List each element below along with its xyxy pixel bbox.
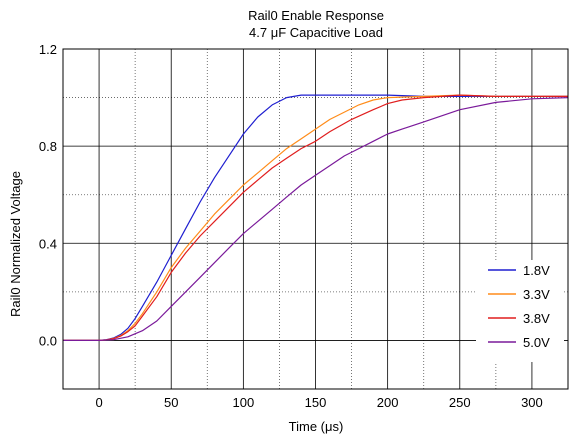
legend-box bbox=[476, 260, 564, 362]
legend-label-5.0V: 5.0V bbox=[523, 335, 550, 350]
chart-title: Rail0 Enable Response bbox=[248, 8, 384, 23]
plot-lines bbox=[63, 94, 569, 341]
series-line-5.0V bbox=[63, 97, 569, 341]
legend-label-1.8V: 1.8V bbox=[523, 263, 550, 278]
y-tick-label: 0.4 bbox=[39, 236, 57, 251]
legend-label-3.3V: 3.3V bbox=[523, 287, 550, 302]
legend-label-3.8V: 3.8V bbox=[523, 311, 550, 326]
chart-subtitle-text: 4.7 μF Capacitive Load bbox=[249, 25, 383, 40]
plot-frame bbox=[62, 48, 569, 390]
series-line-3.8V bbox=[63, 94, 568, 341]
y-axis-label: Rail0 Normalized Voltage bbox=[8, 171, 23, 317]
legend: 1.8V 3.3V 3.8V 5.0V bbox=[476, 260, 564, 362]
x-tick-label: 100 bbox=[233, 395, 255, 410]
axes: 0 50 100 150 200 250 300 0.0 0.4 0.8 1.2 bbox=[39, 42, 569, 410]
x-tick-label: 0 bbox=[95, 395, 102, 410]
series-line-1.8V bbox=[63, 94, 568, 341]
x-axis-label: Time (μs) bbox=[289, 419, 344, 434]
y-tick-label: 1.2 bbox=[39, 42, 57, 57]
x-tick-label: 300 bbox=[521, 395, 543, 410]
y-tick-label: 0.8 bbox=[39, 139, 57, 154]
x-tick-label: 50 bbox=[164, 395, 178, 410]
x-tick-label: 250 bbox=[449, 395, 471, 410]
y-tick-label: 0.0 bbox=[39, 333, 57, 348]
chart-subtitle: 4.7 μF Capacitive Load bbox=[249, 25, 383, 40]
series-line-3.3V bbox=[63, 94, 568, 341]
x-tick-label: 200 bbox=[377, 395, 399, 410]
x-tick-label: 150 bbox=[305, 395, 327, 410]
